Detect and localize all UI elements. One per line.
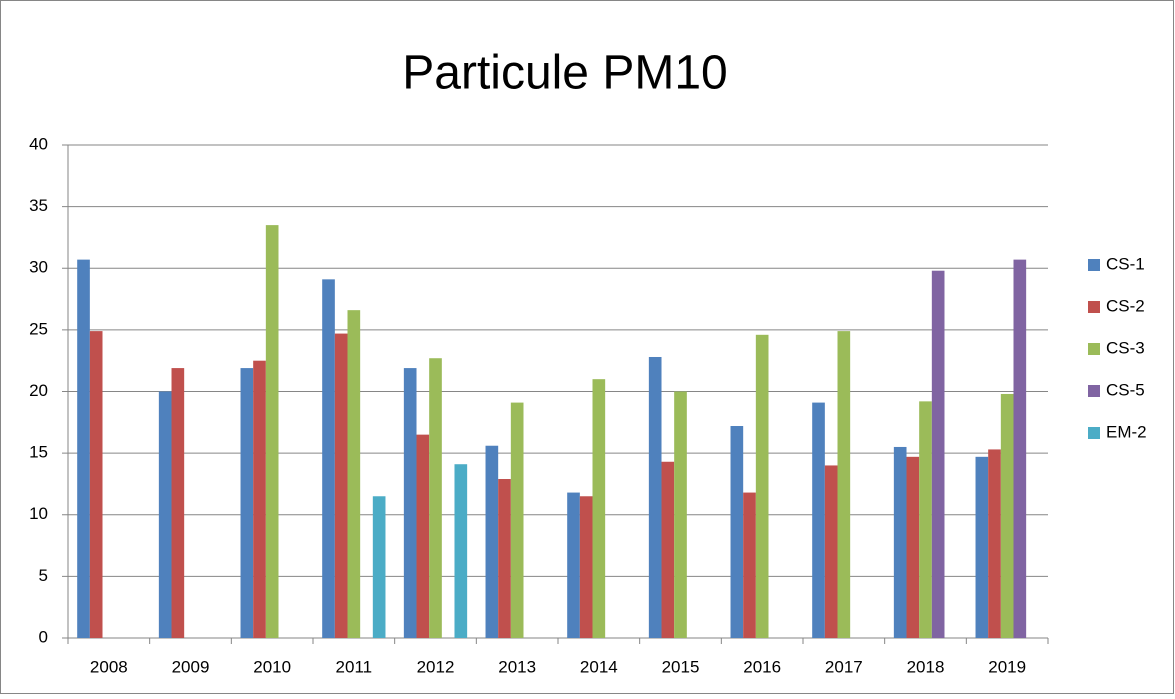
x-tick-label: 2011 <box>336 657 373 676</box>
bar <box>824 465 838 638</box>
bar <box>837 331 851 638</box>
bar <box>1013 259 1027 638</box>
x-tick-label: 2009 <box>172 657 210 676</box>
legend-swatch <box>1088 385 1100 397</box>
bar <box>919 401 932 638</box>
bar <box>755 334 769 638</box>
chart-title: Particule PM10 <box>402 47 727 100</box>
bar <box>1000 393 1014 638</box>
y-tick-label: 0 <box>39 627 48 646</box>
bar <box>253 360 266 638</box>
legend-label: CS-2 <box>1106 296 1145 315</box>
x-tick-label: 2008 <box>90 657 128 676</box>
bar <box>485 445 499 638</box>
x-tick-label: 2010 <box>253 657 291 676</box>
y-tick-label: 40 <box>29 134 48 153</box>
legend-label: EM-2 <box>1106 422 1147 441</box>
bar <box>730 426 744 638</box>
bar <box>988 449 1001 638</box>
y-tick-label: 5 <box>39 566 48 585</box>
bar <box>403 368 417 638</box>
bar <box>265 225 279 639</box>
bar <box>661 461 675 638</box>
x-tick-label: 2017 <box>825 657 863 676</box>
y-tick-label: 10 <box>29 504 48 523</box>
y-tick-label: 15 <box>29 443 48 462</box>
bar <box>812 402 825 638</box>
x-tick-label: 2019 <box>988 657 1026 676</box>
legend-label: CS-5 <box>1106 380 1145 399</box>
bar <box>579 496 593 638</box>
bar <box>674 391 687 638</box>
legend-swatch <box>1088 259 1100 271</box>
bar <box>372 496 386 638</box>
x-tick-label: 2016 <box>743 657 781 676</box>
bar <box>648 356 662 638</box>
x-tick-label: 2018 <box>907 657 945 676</box>
bar <box>322 279 335 638</box>
bar <box>893 446 907 638</box>
x-tick-label: 2015 <box>662 657 700 676</box>
bar <box>743 492 756 638</box>
bar <box>171 368 185 638</box>
legend-swatch <box>1088 301 1100 313</box>
bar <box>77 259 90 638</box>
bar <box>906 456 920 638</box>
bar <box>567 492 580 638</box>
bar <box>416 434 430 638</box>
x-tick-label: 2013 <box>498 657 536 676</box>
bar <box>592 379 606 638</box>
bar <box>510 402 524 638</box>
legend-label: CS-1 <box>1106 254 1145 273</box>
bar <box>429 358 442 638</box>
y-tick-label: 30 <box>29 258 48 277</box>
legend-swatch <box>1088 427 1100 439</box>
bar <box>158 391 172 638</box>
x-tick-label: 2014 <box>580 657 618 676</box>
legend-label: CS-3 <box>1106 338 1145 357</box>
y-tick-label: 35 <box>29 196 48 215</box>
bar <box>498 479 511 638</box>
bar <box>334 333 348 638</box>
bar <box>975 456 989 638</box>
legend-swatch <box>1088 343 1100 355</box>
bar <box>240 368 254 638</box>
bar <box>89 331 103 638</box>
x-tick-label: 2012 <box>417 657 455 676</box>
bar <box>454 464 468 638</box>
bar <box>347 310 361 638</box>
y-tick-label: 20 <box>29 381 48 400</box>
y-tick-label: 25 <box>29 319 48 338</box>
bar <box>931 270 945 638</box>
